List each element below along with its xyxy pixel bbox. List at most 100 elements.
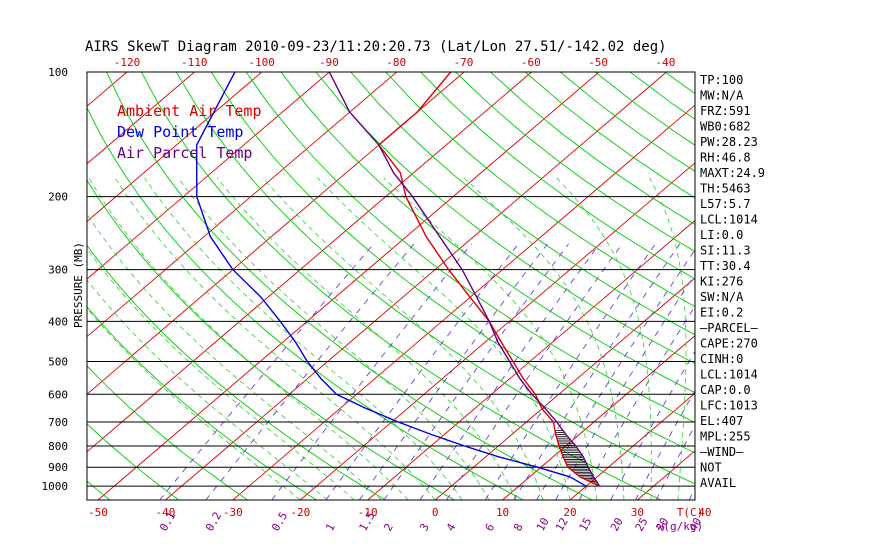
isotherm-line — [0, 72, 60, 500]
isotherm-line — [569, 392, 695, 500]
bottom-temp-tick-label: 0 — [432, 506, 439, 519]
pressure-tick-label: 500 — [48, 355, 68, 368]
stability-index: MAXT:24.9 — [700, 166, 765, 180]
legend-entry: Dew Point Temp — [117, 123, 243, 141]
dry-adiabat-line — [87, 179, 455, 500]
pressure-tick-label: 600 — [48, 388, 68, 401]
mixing-ratio-line — [536, 249, 695, 500]
stability-index: TP:100 — [700, 73, 743, 87]
isotherm-line — [772, 72, 870, 500]
mixing-ratio-tick-label: 4 — [444, 521, 459, 534]
mixing-ratio-line — [383, 243, 569, 500]
isotherm-line — [87, 72, 195, 165]
mixing-ratio-line — [159, 243, 375, 500]
isotherm-line — [87, 72, 532, 453]
pressure-tick-label: 1000 — [42, 480, 69, 493]
pressure-tick-label: 400 — [48, 315, 68, 328]
bottom-temp-tick-label: 30 — [631, 506, 644, 519]
bottom-temp-tick-label: 20 — [563, 506, 576, 519]
bottom-temp-tick-label: -40 — [155, 506, 175, 519]
stability-index: TT:30.4 — [700, 259, 751, 273]
mixing-ratio-line — [205, 243, 415, 500]
top-temp-tick-label: -70 — [454, 56, 474, 69]
stability-index: RH:46.8 — [700, 151, 751, 165]
pressure-tick-label: 700 — [48, 416, 68, 429]
stability-index: AVAIL — [700, 476, 736, 490]
mixing-ratio-tick-label: 3 — [417, 521, 432, 533]
top-temp-tick-label: -120 — [114, 56, 141, 69]
isotherm-line — [840, 72, 870, 500]
bottom-temperature-axis: -50 -40 -30 -20 -10 0 10 20 30 40T(C) — [88, 506, 711, 519]
temp-unit-label: T(C) — [677, 506, 704, 519]
dew-point-temp-line — [195, 72, 587, 487]
stability-index: PW:28.23 — [700, 135, 758, 149]
dry-adiabat-line — [280, 72, 695, 394]
stability-index: —WIND— — [700, 445, 744, 459]
moist-adiabat-line — [383, 177, 598, 500]
mixing-ratio-line — [555, 273, 695, 500]
mixing-ratio-unit-label: w(g/kg) — [657, 520, 703, 533]
dry-adiabat-line — [664, 72, 695, 95]
stability-index: KI:276 — [700, 275, 743, 289]
legend-entry: Air Parcel Temp — [117, 144, 252, 162]
top-temp-tick-label: -110 — [181, 56, 208, 69]
ambient-air-temp-line — [377, 72, 601, 487]
mixing-ratio-tick-label: 20 — [608, 516, 626, 534]
stability-index: —PARCEL— — [700, 321, 759, 335]
moist-adiabat-line — [144, 177, 463, 500]
isotherm-line — [367, 219, 695, 500]
stability-index: MPL:255 — [700, 430, 751, 444]
mixing-ratio-line — [271, 243, 472, 500]
isotherm-line — [434, 277, 695, 500]
air-parcel-temp-line — [328, 72, 601, 487]
top-temp-tick-label: -50 — [588, 56, 608, 69]
mixing-ratio-line — [446, 243, 623, 500]
moist-adiabat-line — [87, 213, 382, 500]
pressure-tick-label: 300 — [48, 264, 68, 277]
pressure-tick-label: 800 — [48, 440, 68, 453]
mixing-ratio-tick-label: 40 — [687, 516, 705, 534]
legend: Ambient Air Temp Dew Point Temp Air Parcel… — [117, 102, 262, 162]
moist-adiabat-line — [317, 177, 571, 500]
mixing-ratio-line — [635, 389, 695, 500]
mixing-ratio-tick-label: 8 — [511, 521, 526, 533]
pressure-axis-labels: 100 200 300 400 500 600 700 800 900 1000 — [42, 66, 69, 493]
dry-adiabat-line — [210, 72, 695, 454]
chart-title: AIRS SkewT Diagram 2010-09-23/11:20:20.7… — [85, 39, 667, 55]
bottom-temp-tick-label: 10 — [496, 506, 509, 519]
mixing-ratio-line — [655, 424, 695, 500]
stability-index: NOT — [700, 461, 722, 475]
moist-adiabat-line — [114, 177, 436, 500]
stability-index: LI:0.0 — [700, 228, 743, 242]
moist-adiabat-line — [87, 307, 301, 500]
stability-index: WB0:682 — [700, 120, 751, 134]
stability-index: CAP:0.0 — [700, 383, 751, 397]
mixing-ratio-tick-label: 25 — [633, 516, 651, 534]
top-temperature-axis: -120 -110 -100 -90 -80 -70 -60 -50 -40 — [114, 56, 676, 69]
top-temp-tick-label: -80 — [386, 56, 406, 69]
bottom-temp-tick-label: -50 — [88, 506, 108, 519]
isotherm-line — [165, 72, 667, 500]
mixing-ratio-tick-label: 0.2 — [203, 510, 224, 534]
plot-frame — [86, 71, 696, 501]
dry-adiabat-line — [245, 72, 695, 423]
dry-adiabat-line — [455, 72, 695, 252]
isotherm-line — [502, 335, 695, 500]
mixing-ratio-tick-label: 30 — [653, 516, 671, 534]
moist-adiabat-line — [262, 177, 544, 500]
dry-adiabat-line — [87, 480, 111, 500]
moist-adiabat-line — [87, 279, 328, 500]
moist-adiabat-line — [216, 177, 517, 500]
dry-adiabat-line — [350, 72, 695, 336]
mixing-ratio-line — [358, 243, 548, 500]
mixing-ratio-tick-label: 6 — [483, 521, 498, 533]
plot-border — [86, 71, 696, 501]
isotherm-line — [97, 72, 600, 500]
moist-adiabat-line — [556, 177, 652, 500]
bottom-temp-tick-label: -20 — [290, 506, 310, 519]
mixing-ratio-line — [419, 243, 600, 500]
stability-index: MW:N/A — [700, 89, 744, 103]
bottom-temp-tick-label: -30 — [223, 506, 243, 519]
stability-index: FRZ:591 — [700, 104, 751, 118]
